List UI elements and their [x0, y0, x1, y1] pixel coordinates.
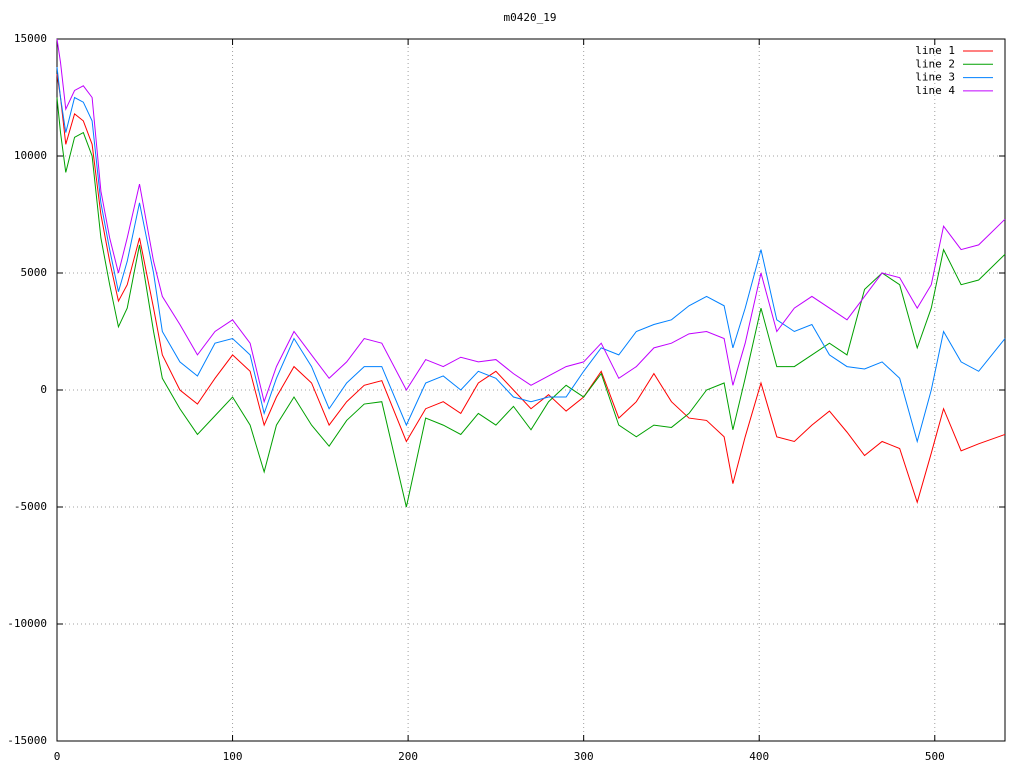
x-tick-label: 100: [223, 750, 243, 763]
data-line: [56, 67, 1006, 444]
x-tick-label: 400: [749, 750, 769, 763]
x-tick-label: 500: [925, 750, 945, 763]
x-tick-label: 0: [54, 750, 61, 763]
y-tick-label: 15000: [14, 32, 47, 45]
y-tick-label: 10000: [14, 149, 47, 162]
data-line: [56, 38, 1006, 404]
legend-label: line 1: [915, 44, 955, 57]
y-tick-label: -15000: [7, 734, 47, 747]
y-tick-label: -5000: [14, 500, 47, 513]
chart-title: m0420_19: [504, 11, 557, 24]
y-tick-label: 5000: [21, 266, 48, 279]
data-line: [56, 97, 1006, 508]
y-tick-label: -10000: [7, 617, 47, 630]
data-line: [56, 74, 1006, 505]
plot-border: [56, 38, 1006, 742]
legend-label: line 3: [915, 71, 955, 84]
y-tick-label: 0: [40, 383, 47, 396]
legend-label: line 2: [915, 57, 955, 70]
x-tick-label: 300: [574, 750, 594, 763]
legend-label: line 4: [915, 84, 955, 97]
x-tick-label: 200: [398, 750, 418, 763]
